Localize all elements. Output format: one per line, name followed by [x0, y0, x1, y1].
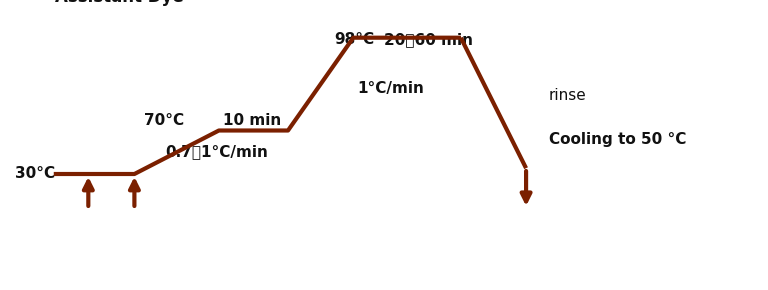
Text: Assistant Dye: Assistant Dye [55, 0, 184, 6]
Text: 20～60 min: 20～60 min [384, 32, 473, 47]
Text: Cooling to 50 °C: Cooling to 50 °C [549, 132, 687, 147]
Text: 10 min: 10 min [223, 113, 281, 128]
Text: 30°C: 30°C [15, 166, 55, 181]
Text: 1°C/min: 1°C/min [357, 81, 424, 96]
Text: 98°C: 98°C [334, 32, 374, 47]
Text: 70°C: 70°C [144, 113, 184, 128]
Text: rinse: rinse [549, 88, 587, 103]
Text: 0.7～1°C/min: 0.7～1°C/min [165, 144, 268, 160]
